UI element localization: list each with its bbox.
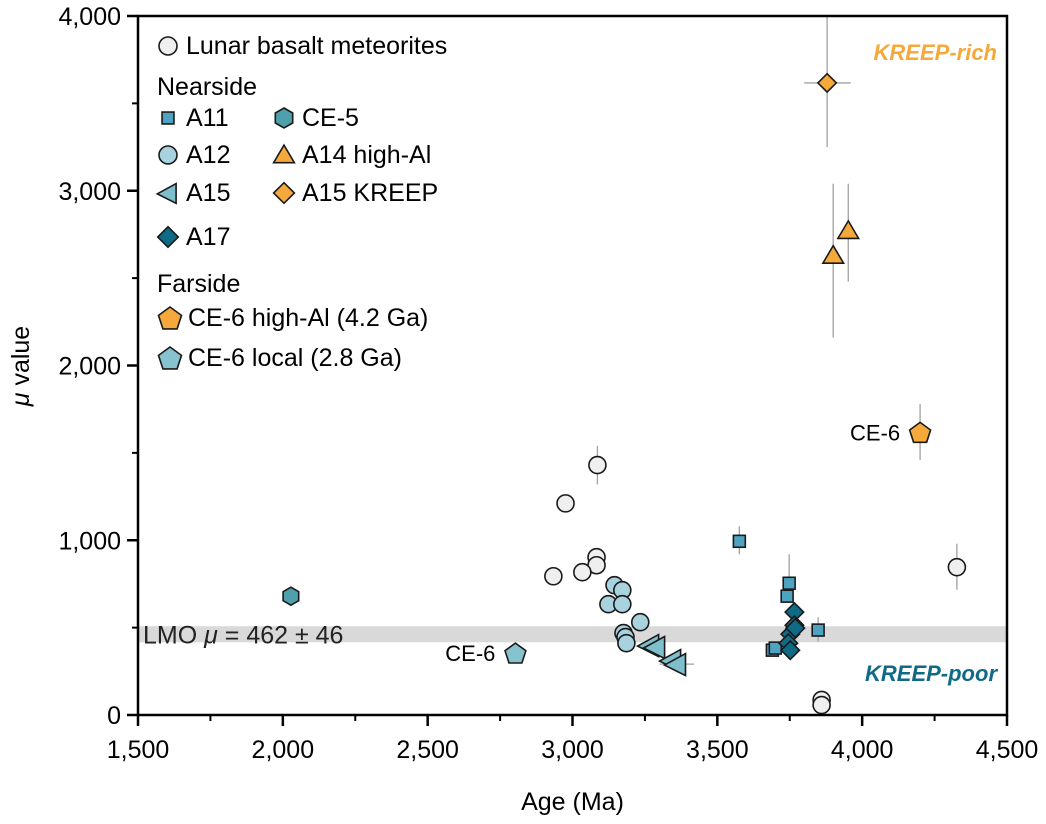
lmo-label-prefix: LMO [143, 621, 204, 649]
legend-label: Lunar basalt meteorites [186, 32, 447, 60]
series-ce-5 [282, 586, 300, 607]
x-tick-label: 1,500 [107, 736, 170, 764]
legend-group-nearside: Nearside [157, 73, 257, 101]
y-tick-label: 1,000 [58, 527, 121, 555]
lmo-label-mu: μ [203, 621, 218, 649]
data-point [588, 455, 607, 475]
legend-marker [272, 143, 296, 164]
legend: Lunar basalt meteorites Nearside A11 CE-5 A1… [155, 32, 447, 372]
data-point [811, 623, 825, 637]
kreep-rich-label: KREEP-rich [874, 40, 997, 65]
series-a17 [777, 601, 806, 661]
series-a14-high-al [821, 219, 860, 265]
annotations-layer: KREEP-rich KREEP-poor CE-6 CE-6 [445, 40, 998, 686]
legend-label: A15 KREEP [302, 179, 438, 207]
legend-label: CE-6 high-Al (4.2 Ga) [188, 304, 428, 332]
y-tick-label: 2,000 [58, 353, 121, 381]
data-point [556, 494, 575, 513]
ce6-point-label: CE-6 [445, 641, 495, 666]
y-axis-label-text: value [7, 326, 35, 393]
series-lunar-basalt-meteorites [544, 455, 967, 715]
data-point [812, 695, 831, 715]
series-ce-6-local-2-8-ga- [504, 642, 527, 664]
series-a15 [635, 633, 687, 677]
data-point [641, 635, 666, 660]
x-tick-label: 4,500 [976, 736, 1039, 764]
x-tick-label: 2,500 [396, 736, 459, 764]
series-a12 [599, 575, 650, 653]
y-tick-label: 3,000 [58, 178, 121, 206]
series-a11 [732, 534, 825, 657]
axes: 1,500 2,000 2,500 3,000 3,500 4,000 4,500 0 1,00… [7, 3, 1038, 816]
legend-marker [157, 306, 183, 330]
data-point [821, 244, 846, 265]
y-tick-label: 4,000 [58, 3, 121, 31]
data-point [784, 617, 806, 639]
data-points-layer [282, 72, 967, 715]
x-axis-label: Age (Ma) [521, 788, 624, 816]
legend-marker [156, 225, 180, 249]
reference-band-layer: LMO μ = 462 ± 46 [138, 621, 1007, 649]
x-tick-label: 4,000 [831, 736, 894, 764]
data-point [780, 589, 794, 603]
data-point [662, 652, 687, 677]
legend-marker [274, 107, 294, 129]
legend-marker [158, 145, 178, 165]
data-point [613, 594, 632, 614]
lmo-label-value: = 462 ± 46 [218, 621, 344, 649]
data-point [836, 219, 860, 240]
legend-marker [161, 111, 175, 125]
error-bars-layer [596, 16, 958, 665]
legend-marker [157, 346, 183, 370]
data-point [617, 633, 636, 653]
legend-marker [155, 182, 177, 205]
y-axis-label: μ value [7, 326, 35, 407]
data-point [573, 562, 592, 582]
data-point [732, 534, 747, 549]
legend-label: A11 [186, 104, 229, 132]
kreep-poor-label: KREEP-poor [865, 661, 998, 686]
legend-label: CE-5 [302, 104, 359, 132]
data-point [768, 641, 783, 655]
legend-marker [272, 181, 296, 205]
ce6-point-label: CE-6 [850, 420, 900, 445]
legend-label: A14 high-Al [302, 141, 431, 169]
data-point [504, 642, 527, 664]
legend-label: A12 [186, 141, 230, 169]
data-point [630, 612, 650, 632]
lmo-band-label: LMO μ = 462 ± 46 [143, 621, 343, 649]
data-point [544, 566, 563, 586]
y-axis-label-mu: μ [7, 392, 35, 407]
data-point [779, 639, 801, 661]
data-point [947, 557, 967, 577]
x-tick-label: 3,500 [686, 736, 749, 764]
legend-label: A17 [186, 223, 230, 251]
legend-marker [158, 36, 178, 56]
legend-label: A15 [186, 179, 230, 207]
legend-label: CE-6 local (2.8 Ga) [188, 344, 402, 372]
series-a15-kreep [816, 72, 838, 94]
data-point [816, 72, 838, 94]
x-tick-label: 3,000 [541, 736, 604, 764]
data-point [282, 586, 300, 607]
data-point [908, 421, 932, 444]
y-tick-label: 0 [107, 702, 121, 730]
legend-group-farside: Farside [157, 270, 240, 298]
data-point [782, 576, 796, 590]
series-ce-6-high-al-4-2-ga- [908, 421, 932, 444]
x-tick-label: 2,000 [252, 736, 315, 764]
